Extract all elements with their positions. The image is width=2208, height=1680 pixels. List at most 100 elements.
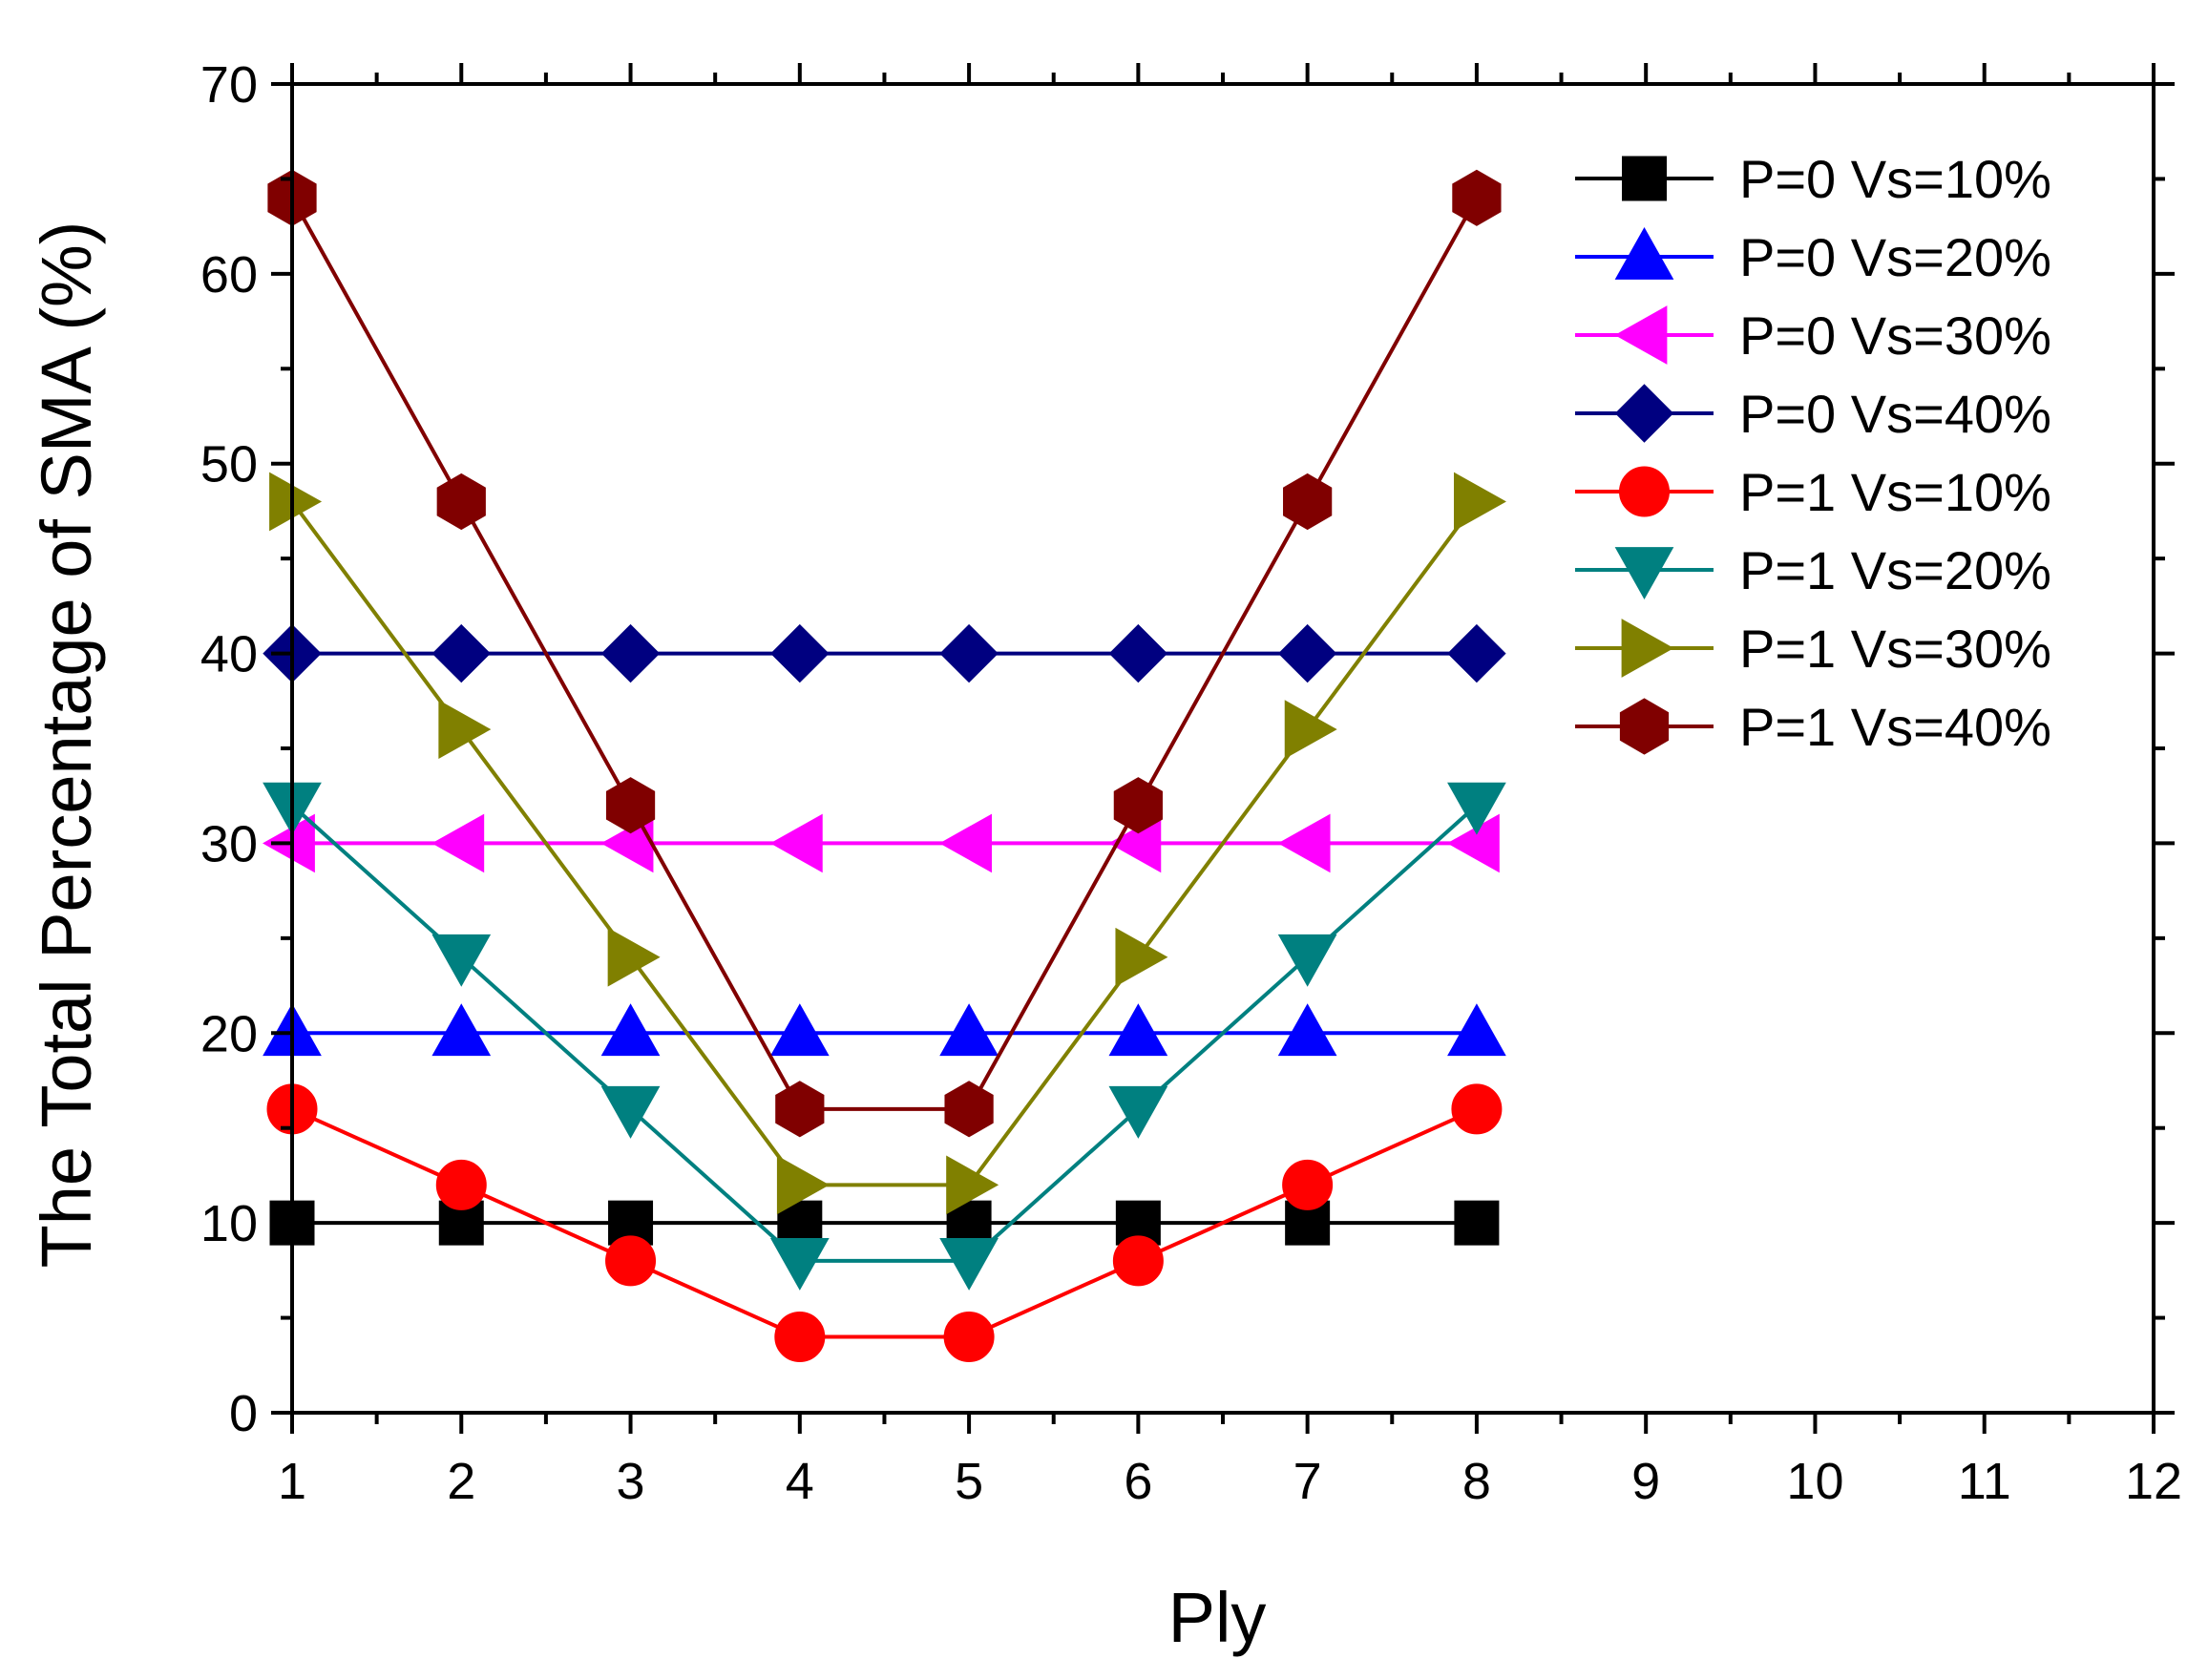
legend-marker <box>1619 698 1670 755</box>
data-point <box>435 1159 487 1210</box>
data-point <box>769 813 823 873</box>
x-tick-label: 10 <box>1786 1453 1843 1510</box>
legend-marker <box>1621 619 1674 678</box>
data-point <box>1447 1003 1506 1057</box>
data-point <box>600 1085 661 1139</box>
legend-label: P=0 Vs=10% <box>1739 149 2051 209</box>
y-axis-title: The Total Percentage of SMA (%) <box>27 221 106 1269</box>
data-point <box>436 472 486 531</box>
legend-entry: P=1 Vs=10% <box>1575 462 2051 522</box>
data-point <box>944 1081 994 1138</box>
legend-label: P=0 Vs=20% <box>1739 227 2051 287</box>
data-point <box>607 927 661 987</box>
data-point <box>770 623 830 683</box>
data-point <box>431 813 485 873</box>
legend-entry: P=0 Vs=30% <box>1575 305 2051 366</box>
x-tick-label: 12 <box>2125 1453 2182 1510</box>
series-line <box>290 197 1479 1111</box>
x-tick-label: 5 <box>955 1453 983 1510</box>
series-7 <box>269 472 1506 1215</box>
legend: P=0 Vs=10% P=0 Vs=20% P=0 Vs=30% P=0 Vs=40%… <box>1575 149 2051 757</box>
x-tick-label: 3 <box>617 1453 645 1510</box>
data-point <box>939 1238 999 1291</box>
legend-entry: P=0 Vs=10% <box>1575 149 2051 209</box>
data-point <box>605 1235 657 1287</box>
data-point <box>431 934 492 987</box>
series-layer <box>262 169 1506 1362</box>
y-tick-label: 20 <box>200 1005 258 1062</box>
legend-marker <box>1614 547 1674 600</box>
data-point <box>1277 813 1331 873</box>
x-tick-label: 6 <box>1124 1453 1152 1510</box>
data-point <box>1277 934 1337 987</box>
series-6 <box>263 782 1506 1291</box>
legend-entry: P=1 Vs=30% <box>1575 619 2051 679</box>
data-point <box>1284 700 1337 759</box>
data-point <box>777 1200 823 1246</box>
data-point <box>1454 472 1506 532</box>
legend-marker <box>1614 384 1674 443</box>
x-axis-title: Ply <box>1168 1578 1267 1657</box>
data-point <box>1108 1085 1168 1139</box>
data-point <box>939 1003 999 1057</box>
y-tick-label: 40 <box>200 626 258 683</box>
data-point <box>1108 623 1168 683</box>
data-point <box>946 1200 992 1246</box>
legend-label: P=1 Vs=20% <box>1739 540 2051 600</box>
series-5 <box>266 1083 1503 1362</box>
x-tick-label: 7 <box>1293 1453 1322 1510</box>
legend-marker <box>1619 466 1670 517</box>
series-3 <box>262 813 1500 873</box>
legend-entry: P=0 Vs=40% <box>1575 384 2051 444</box>
series-8 <box>267 169 1502 1138</box>
y-tick-label: 50 <box>200 436 258 494</box>
legend-marker <box>1614 305 1668 365</box>
legend-marker <box>1622 156 1667 201</box>
data-point <box>431 623 491 683</box>
y-tick-label: 30 <box>200 815 258 872</box>
x-tick-label: 2 <box>447 1453 475 1510</box>
y-tick-label: 70 <box>200 56 258 114</box>
legend-entry: P=1 Vs=40% <box>1575 697 2051 757</box>
data-point <box>1283 472 1333 531</box>
data-point <box>774 1311 826 1362</box>
data-point <box>1108 1003 1168 1057</box>
data-point <box>946 1155 999 1215</box>
x-tick-label: 4 <box>786 1453 814 1510</box>
data-point <box>769 1238 830 1291</box>
data-point <box>600 623 661 683</box>
data-point <box>431 1003 492 1057</box>
data-point <box>1447 623 1506 683</box>
legend-label: P=0 Vs=40% <box>1739 384 2051 444</box>
data-point <box>1454 1200 1500 1246</box>
y-tick-label: 60 <box>200 246 258 304</box>
data-point <box>939 813 992 873</box>
data-point <box>1113 777 1163 834</box>
legend-label: P=1 Vs=10% <box>1739 462 2051 522</box>
series-4 <box>263 623 1506 683</box>
legend-label: P=1 Vs=40% <box>1739 697 2051 757</box>
data-point <box>600 1003 661 1057</box>
data-point <box>269 472 323 532</box>
data-point <box>605 777 656 834</box>
data-point <box>943 1311 995 1362</box>
data-point <box>1282 1159 1334 1210</box>
data-point <box>775 1081 825 1138</box>
x-tick-label: 9 <box>1631 1453 1660 1510</box>
x-tick-label: 11 <box>1958 1453 2011 1510</box>
data-point <box>1447 782 1506 835</box>
legend-marker <box>1614 226 1674 280</box>
data-point <box>1277 623 1337 683</box>
legend-label: P=0 Vs=30% <box>1739 305 2051 366</box>
y-tick-label: 0 <box>229 1385 258 1442</box>
data-point <box>1277 1003 1337 1057</box>
data-point <box>438 700 492 759</box>
x-tick-label: 1 <box>278 1453 306 1510</box>
data-point <box>1115 927 1168 987</box>
data-point <box>1112 1235 1164 1287</box>
x-tick-label: 8 <box>1462 1453 1491 1510</box>
y-tick-label: 10 <box>200 1195 258 1252</box>
data-point <box>776 1155 830 1215</box>
